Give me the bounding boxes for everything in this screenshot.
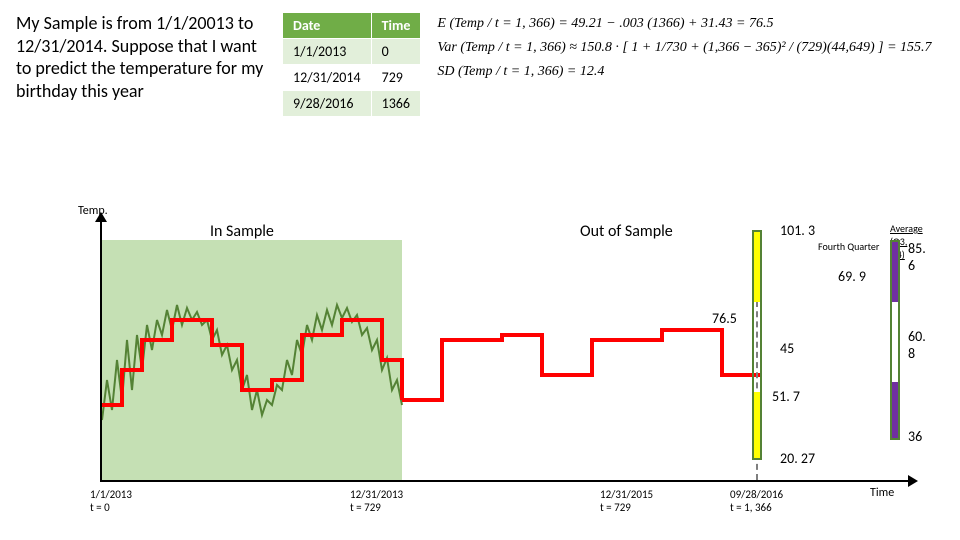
cell: 0 (371, 39, 421, 65)
eq-variance: Var (Temp / t = 1, 366) ≈ 150.8 · [ 1 + … (437, 36, 931, 60)
prediction-interval-box-1 (752, 230, 762, 460)
col-time: Time (371, 13, 421, 39)
val-20-27: 20. 27 (780, 450, 815, 467)
xtick-3: 09/28/2016t = 1, 366 (730, 488, 783, 514)
val-101-3: 101. 3 (780, 222, 815, 239)
x-axis-label: Time (870, 486, 894, 500)
eq-sd: SD (Temp / t = 1, 366) = 12.4 (437, 60, 931, 84)
xtick-1: 12/31/2013t = 729 (350, 488, 403, 514)
prediction-interval-box-2 (890, 240, 900, 440)
date-time-table: Date Time 1/1/20130 12/31/2014729 9/28/2… (282, 12, 421, 117)
x-axis (100, 480, 910, 482)
temperature-chart: Temp. Time In Sample Out of Sample Fourt… (40, 210, 920, 520)
col-date: Date (283, 13, 372, 39)
cell: 729 (371, 65, 421, 91)
val-36: 36 (908, 428, 922, 445)
cell: 12/31/2014 (283, 65, 372, 91)
xtick-2: 12/31/2015t = 729 (600, 488, 653, 514)
val-69-9: 69. 9 (838, 268, 866, 285)
val-51-7: 51. 7 (772, 388, 800, 405)
cell: 1/1/2013 (283, 39, 372, 65)
in-sample-label: In Sample (210, 222, 274, 241)
chart-lines (102, 240, 842, 480)
xtick-0: 1/1/2013t = 0 (90, 488, 132, 514)
fourth-quarter-label: Fourth Quarter (818, 240, 879, 253)
val-76-5: 76.5 (712, 310, 737, 327)
cell: 9/28/2016 (283, 91, 372, 117)
cell: 1366 (371, 91, 421, 117)
val-85-6: 85. 6 (908, 240, 926, 274)
val-45: 45 (780, 340, 794, 357)
out-of-sample-label: Out of Sample (580, 222, 673, 241)
val-60-8: 60. 8 (908, 328, 926, 362)
x-axis-arrow (908, 475, 918, 487)
equations-block: E (Temp / t = 1, 366) = 49.21 − .003 (13… (437, 12, 931, 117)
intro-text: My Sample is from 1/1/20013 to 12/31/201… (16, 12, 266, 117)
eq-expected: E (Temp / t = 1, 366) = 49.21 − .003 (13… (437, 12, 931, 36)
